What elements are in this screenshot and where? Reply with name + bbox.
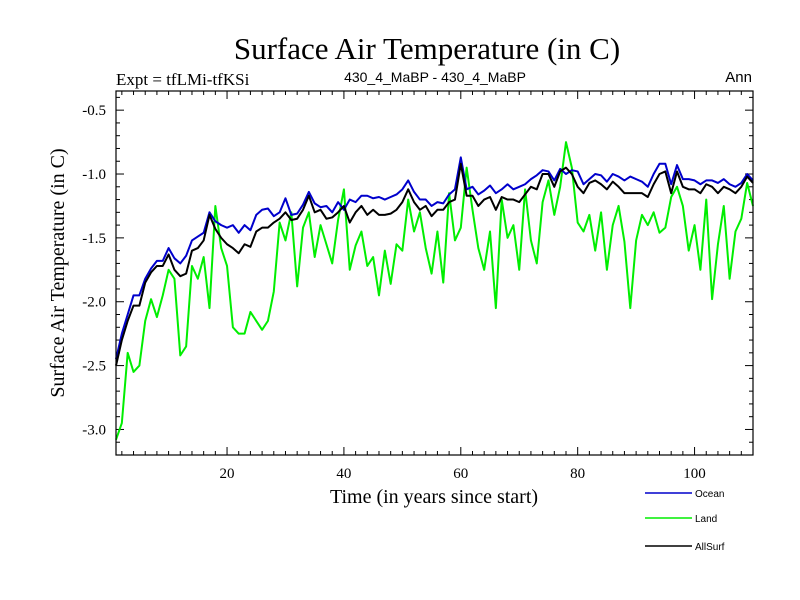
- period-label: 430_4_MaBP - 430_4_MaBP: [344, 69, 526, 85]
- y-tick-label: -3.0: [82, 422, 106, 438]
- x-tick-label: 40: [336, 466, 351, 482]
- chart-title: Surface Air Temperature (in C): [234, 31, 620, 66]
- y-axis-label: Surface Air Temperature (in C): [47, 148, 69, 397]
- legend-label-allsurf: AllSurf: [695, 542, 725, 553]
- legend-label-land: Land: [695, 514, 717, 525]
- y-tick-label: -0.5: [82, 103, 106, 119]
- x-tick-labels: 20 40 60 80 100: [220, 466, 706, 482]
- x-tick-label: 60: [453, 466, 468, 482]
- x-axis-label: Time (in years since start): [330, 486, 538, 508]
- y-tick-label: -2.0: [82, 295, 106, 311]
- y-tick-labels: -3.0 -2.5 -2.0 -1.5 -1.0 -0.5: [82, 103, 106, 438]
- y-tick-label: -1.0: [82, 167, 106, 183]
- y-tick-label: -2.5: [82, 359, 106, 375]
- series-line-ocean: [115, 156, 754, 360]
- series-line-allsurf: [115, 162, 754, 366]
- axis-ticks: [116, 91, 754, 456]
- series-lines: [115, 141, 754, 441]
- plot-frame: [115, 90, 754, 456]
- season-label: Ann: [725, 69, 752, 86]
- x-tick-label: 20: [220, 466, 235, 482]
- x-tick-label: 100: [683, 466, 706, 482]
- x-tick-label: 80: [570, 466, 585, 482]
- series-line-land: [115, 141, 754, 441]
- legend: Ocean Land AllSurf: [645, 489, 725, 553]
- legend-label-ocean: Ocean: [695, 489, 724, 500]
- y-tick-label: -1.5: [82, 231, 106, 247]
- experiment-label: Expt = tfLMi-tfKSi: [116, 70, 250, 89]
